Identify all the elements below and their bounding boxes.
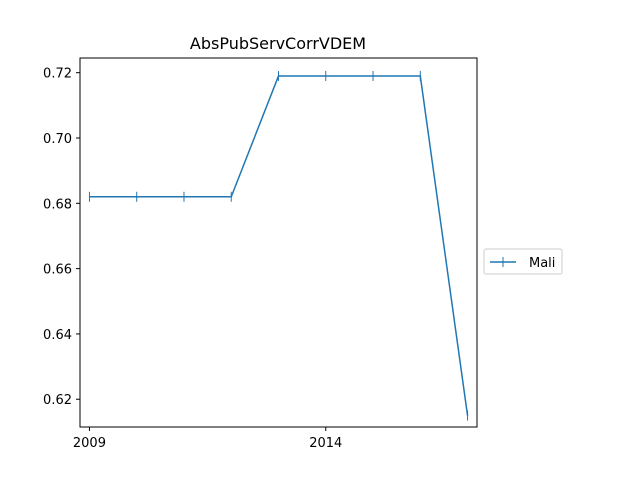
chart-title: AbsPubServCorrVDEM: [190, 34, 366, 53]
x-axis: 2009 2014: [73, 427, 342, 451]
x-tick-label: 2009: [73, 436, 106, 451]
series-line-mali: [89, 75, 469, 416]
legend[interactable]: Mali: [483, 248, 563, 275]
y-axis: 0.62 0.64 0.66 0.68 0.70 0.72: [43, 67, 80, 408]
y-tick-label: 0.64: [43, 328, 72, 343]
y-tick-label: 0.68: [43, 197, 72, 212]
legend-box: [483, 248, 563, 275]
y-tick-label: 0.72: [43, 67, 72, 82]
legend-label-mali: Mali: [529, 256, 555, 271]
x-tick-label: 2014: [309, 436, 342, 451]
y-tick-label: 0.70: [43, 132, 72, 147]
series-layer: [88, 70, 469, 421]
plot-area-frame: [79, 57, 478, 428]
y-tick-label: 0.66: [43, 263, 72, 278]
y-tick-label: 0.62: [43, 393, 72, 408]
